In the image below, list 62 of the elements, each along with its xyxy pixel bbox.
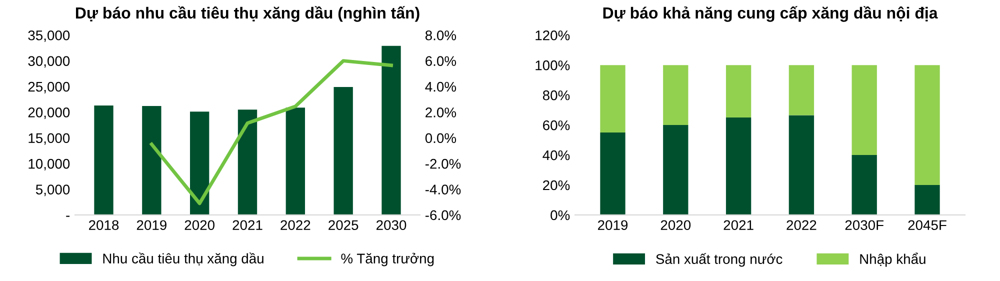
x-tick-label: 2025: [328, 220, 358, 230]
x-tick-label: 2022: [280, 220, 310, 230]
bar: [852, 155, 877, 215]
y2-tick-label: 2.0%: [426, 108, 456, 118]
bar: [600, 65, 626, 133]
y-tick-label: 20,000: [28, 108, 70, 120]
x-tick-label: 2030: [376, 220, 406, 230]
legend-label: Sản xuất trong nước: [656, 253, 782, 267]
bar: [334, 87, 353, 215]
y-tick-label: 80%: [542, 90, 570, 100]
y-tick-label: 40%: [542, 150, 570, 160]
bar: [286, 108, 305, 215]
bar: [852, 65, 877, 156]
x-tick-label: 2020: [660, 220, 691, 230]
x-tick-label: 2045F: [908, 220, 946, 230]
chart-title: Dự báo khả năng cung cấp xăng dầu nội địa: [603, 6, 938, 22]
y2-tick-label: 4.0%: [425, 82, 456, 92]
x-tick-label: 2030F: [845, 220, 884, 230]
bar: [238, 110, 258, 215]
y-tick-label: 5,000: [36, 184, 70, 196]
bar: [914, 65, 940, 185]
bar: [142, 106, 162, 215]
y2-tick-label: 6.0%: [426, 56, 456, 66]
y-tick-label: 30,000: [28, 56, 70, 68]
line-series: [150, 59, 393, 206]
y2-tick-label: 0.0%: [425, 133, 456, 144]
legend-label: Nhập khẩu: [860, 252, 926, 267]
bar: [600, 132, 626, 215]
x-tick-label: 2018: [89, 220, 119, 230]
y-tick-label: 120%: [536, 30, 570, 40]
x-tick-label: 2019: [598, 220, 628, 230]
bar: [382, 46, 401, 215]
bar: [788, 65, 814, 116]
y-tick-label: 25,000: [28, 82, 70, 94]
y-tick-label: 15,000: [28, 133, 70, 145]
x-tick-label: 2021: [232, 220, 262, 230]
y-tick-label: 20%: [543, 180, 570, 190]
bar: [663, 65, 688, 126]
bar: [726, 65, 752, 118]
x-tick-label: 2021: [724, 220, 754, 230]
y-tick-label: 35,000: [28, 30, 70, 42]
bar: [94, 106, 114, 215]
legend-label: Nhu cầu tiêu thụ xăng dầu: [103, 252, 264, 266]
y2-tick-label: 8.0%: [425, 30, 456, 40]
y-tick-label: -: [66, 216, 70, 217]
y-tick-label: 0%: [550, 210, 570, 220]
chart-title: Dự báo nhu cầu tiêu thụ xăng dầu (nghìn tấn): [76, 6, 420, 22]
y2-tick-label: -4.0%: [425, 184, 461, 194]
y-tick-label: 60%: [543, 120, 570, 130]
bar: [788, 115, 814, 215]
bar: [663, 125, 688, 215]
y2-tick-label: -2.0%: [425, 158, 461, 169]
x-tick-label: 2020: [184, 220, 214, 230]
bar: [914, 184, 940, 215]
bar: [190, 112, 210, 215]
y2-tick-label: -6.0%: [425, 210, 461, 220]
y-tick-label: 10,000: [28, 158, 70, 170]
bar: [726, 118, 752, 215]
legend-label: % Tăng trưởng: [341, 252, 434, 266]
y-tick-label: 100%: [536, 60, 570, 70]
x-tick-label: 2022: [786, 220, 816, 230]
x-tick-label: 2019: [136, 220, 166, 230]
